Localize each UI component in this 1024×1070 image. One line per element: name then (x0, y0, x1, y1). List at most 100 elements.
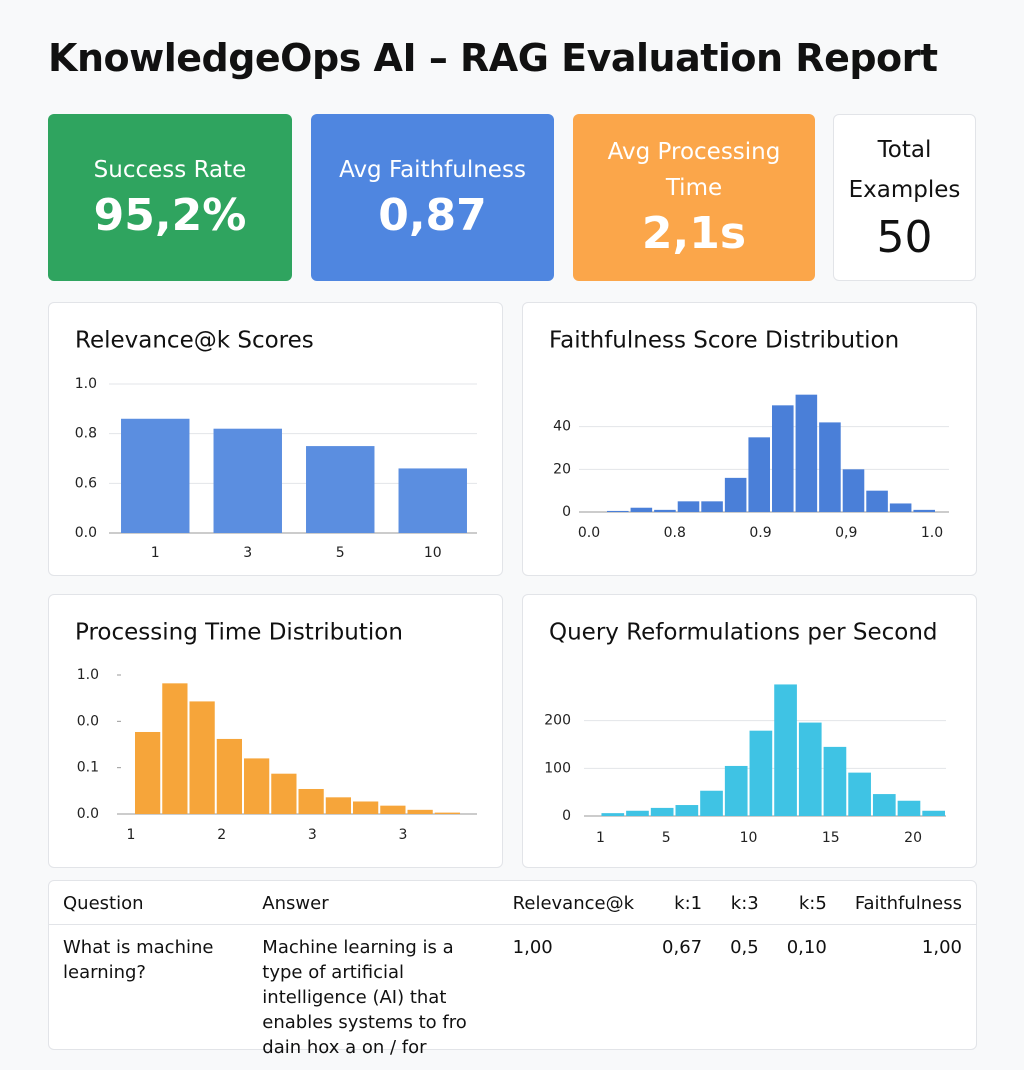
card-value: 0,87 (378, 188, 487, 244)
bar (121, 419, 189, 533)
chart: Processing Time Distribution0.00.10.01.0… (49, 595, 502, 867)
x-tick-label: 5 (662, 830, 671, 846)
bar (626, 811, 649, 816)
th: k:5 (773, 881, 841, 925)
bar (824, 747, 847, 816)
bar (701, 501, 723, 512)
bar (799, 723, 822, 816)
row: What is machine learning? Machine learni… (49, 925, 976, 1070)
cell: Machine learning is a type of artificial… (248, 925, 498, 1070)
chart-title: Processing Time Distribution (75, 620, 403, 646)
bar (399, 468, 467, 533)
card-label: Avg Faithfulness (339, 152, 526, 188)
chart-title: Query Reformulations per Second (549, 620, 938, 646)
x-tick-label: 15 (822, 830, 840, 846)
bar (601, 813, 624, 816)
bar (676, 805, 699, 816)
card-label: Avg Processing Time (599, 134, 789, 206)
bar (873, 794, 896, 816)
bar (866, 491, 888, 512)
bar (898, 801, 921, 816)
bar (796, 395, 818, 512)
bar (190, 701, 215, 814)
th: k:3 (716, 881, 773, 925)
bar (651, 808, 674, 816)
x-tick-label: 3 (243, 545, 252, 561)
th: Question (49, 881, 248, 925)
y-tick-label: 0.6 (75, 475, 97, 491)
card-value: 95,2% (94, 188, 247, 244)
x-tick-label: 0.0 (578, 525, 600, 541)
th: Answer (248, 881, 498, 925)
x-tick-label: 5 (336, 545, 345, 561)
bar (819, 422, 841, 512)
table: Question Answer Relevance@k k:1 k:3 k:5 … (49, 881, 976, 1070)
cell: 0,67 (648, 925, 716, 1070)
x-tick-label: 0,9 (835, 525, 857, 541)
x-tick-label: 0.9 (749, 525, 771, 541)
bar (271, 774, 296, 814)
th: Faithfulness (841, 881, 976, 925)
bar (380, 806, 405, 814)
th: k:1 (648, 881, 716, 925)
y-tick-label: 0 (562, 504, 571, 520)
x-tick-label: 1 (151, 545, 160, 561)
y-tick-label: 0.1 (77, 760, 99, 776)
x-tick-label: 20 (904, 830, 922, 846)
bar (162, 683, 187, 814)
bar (725, 478, 747, 512)
cell: 0,5 (716, 925, 773, 1070)
bar (299, 789, 324, 814)
y-tick-label: 0.0 (77, 713, 99, 729)
bar (631, 508, 653, 512)
chart-title: Faithfulness Score Distribution (549, 328, 899, 354)
bar (848, 773, 871, 816)
x-tick-label: 2 (217, 827, 226, 843)
bar (244, 758, 269, 814)
bar (922, 811, 945, 816)
card-label: Total Examples (845, 130, 965, 210)
table-panel: Question Answer Relevance@k k:1 k:3 k:5 … (48, 880, 977, 1050)
bar (306, 446, 374, 533)
bar (750, 731, 773, 816)
bar (700, 791, 723, 816)
chart-title: Relevance@k Scores (75, 328, 314, 354)
bar (843, 469, 865, 512)
bar (654, 510, 676, 512)
cell: What is machine learning? (49, 925, 248, 1070)
bar (678, 501, 700, 512)
bar (217, 739, 242, 814)
x-tick-label: 3 (308, 827, 317, 843)
card-value: 2,1s (642, 206, 746, 262)
bar (890, 503, 912, 512)
bar (326, 797, 351, 814)
y-tick-label: 200 (544, 713, 571, 729)
x-tick-label: 3 (399, 827, 408, 843)
x-tick-label: 10 (740, 830, 758, 846)
y-tick-label: 1.0 (77, 667, 99, 683)
bar (135, 732, 160, 814)
bar (772, 405, 794, 512)
x-tick-label: 10 (424, 545, 442, 561)
bar (913, 510, 935, 512)
x-tick-label: 0.8 (664, 525, 686, 541)
page: KnowledgeOps AI – RAG Evaluation Report … (0, 0, 1024, 1024)
bar (214, 429, 282, 533)
card-value: 50 (877, 210, 933, 266)
bar (748, 437, 770, 512)
bar (435, 813, 460, 814)
bar (353, 801, 378, 814)
cell: 1,00 (499, 925, 648, 1070)
y-tick-label: 0 (562, 808, 571, 824)
x-tick-label: 1 (127, 827, 136, 843)
y-tick-label: 1.0 (75, 376, 97, 392)
